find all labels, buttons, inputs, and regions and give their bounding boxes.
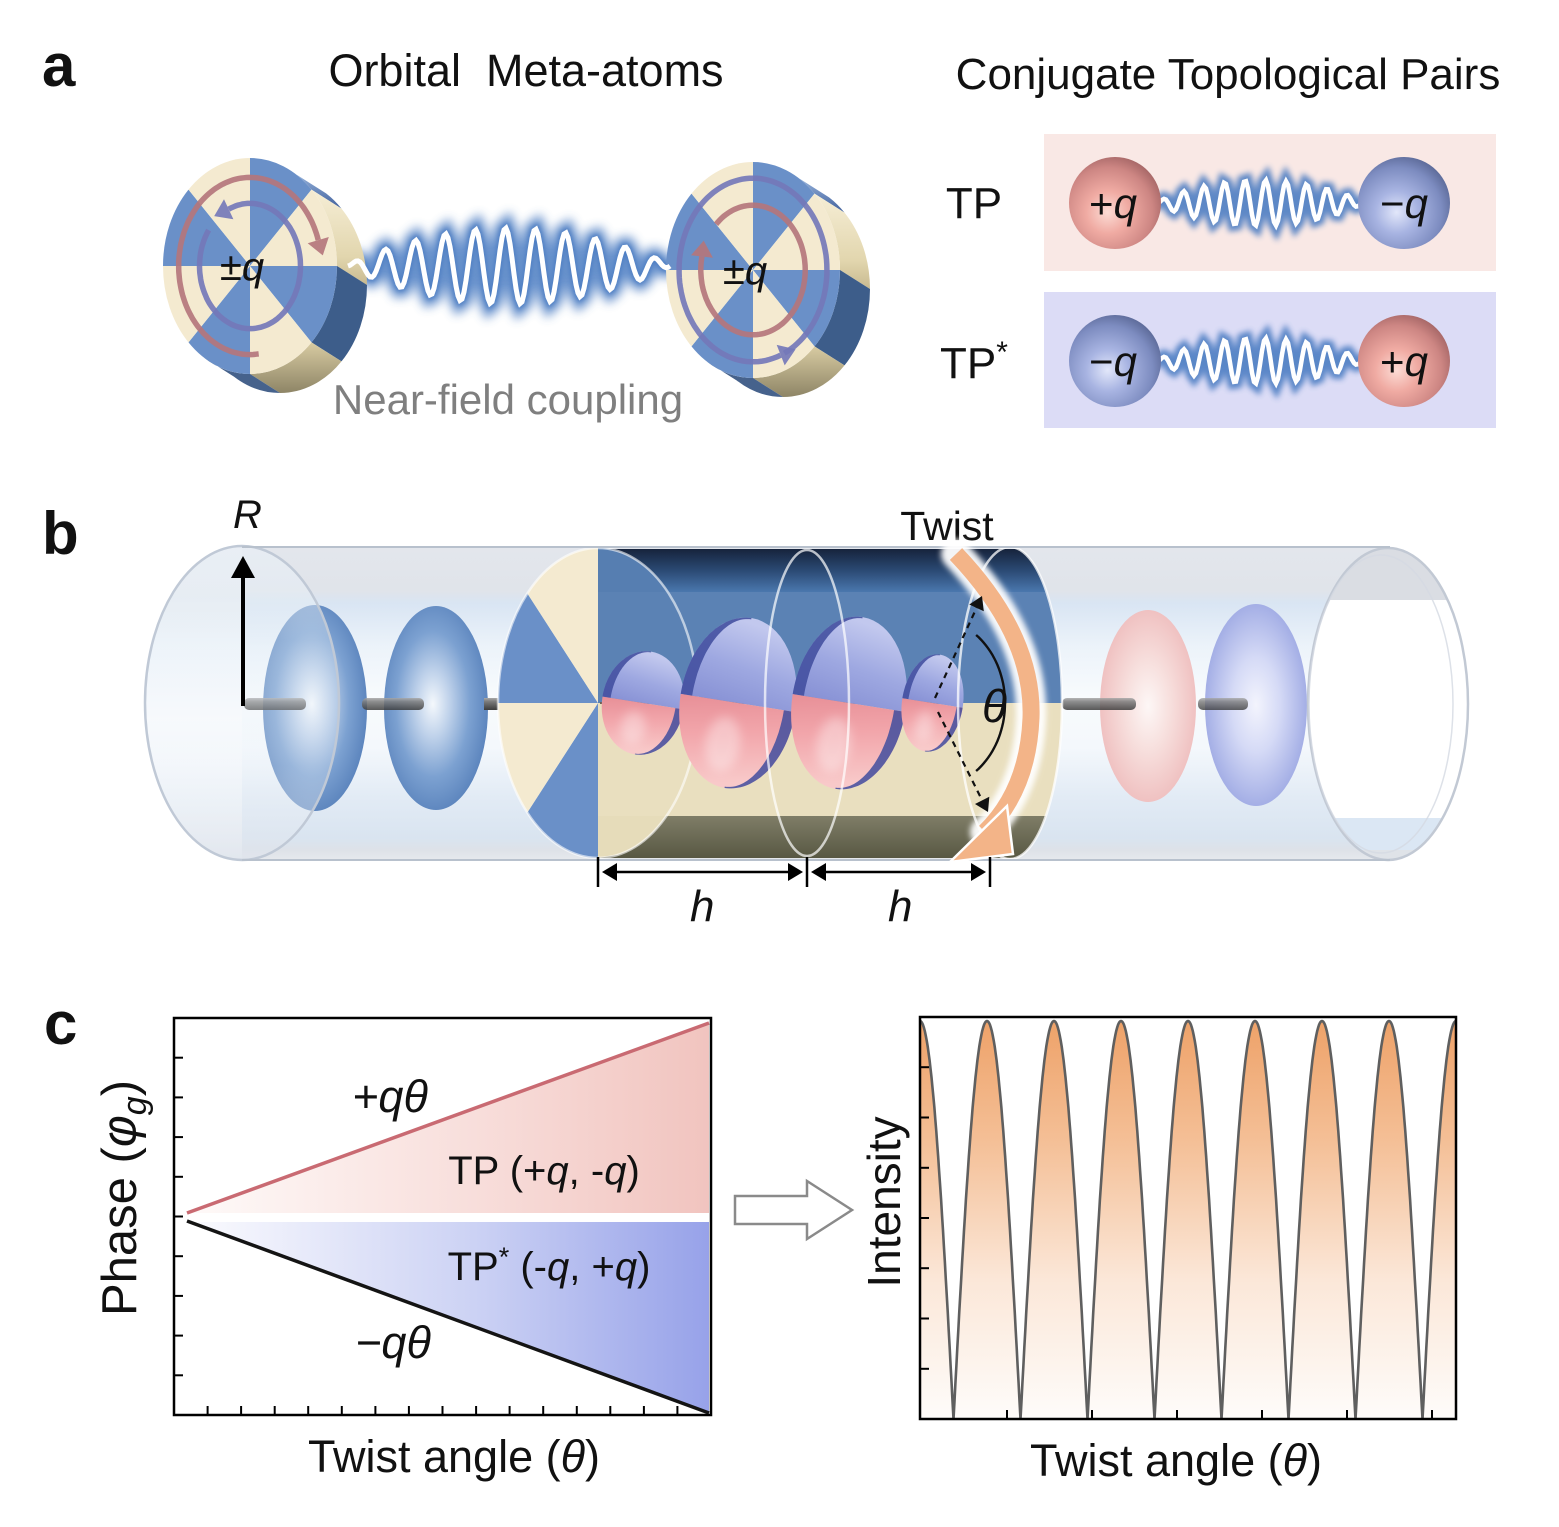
svg-text:Intensity: Intensity (858, 1116, 910, 1287)
svg-text:Twist angle (θ): Twist angle (θ) (1030, 1435, 1322, 1486)
svg-text:Orbital Meta-atoms: Orbital Meta-atoms (328, 45, 723, 96)
svg-text:TP: TP (946, 179, 1002, 228)
svg-text:Conjugate Topological Pairs: Conjugate Topological Pairs (956, 50, 1501, 99)
svg-text:+q: +q (1380, 338, 1429, 385)
svg-text:Near-field coupling: Near-field coupling (333, 376, 683, 423)
svg-text:±q: ±q (723, 249, 767, 293)
svg-text:b: b (42, 500, 79, 567)
svg-text:−q: −q (1089, 338, 1138, 385)
svg-text:θ: θ (982, 680, 1007, 732)
svg-text:R: R (233, 493, 262, 537)
svg-text:a: a (42, 32, 76, 99)
svg-text:−q: −q (1380, 180, 1429, 227)
svg-text:±q: ±q (220, 245, 264, 289)
svg-text:−qθ: −qθ (355, 1317, 431, 1368)
svg-text:TP* (-q, +q): TP* (-q, +q) (448, 1242, 651, 1289)
svg-text:Phase (φg): Phase (φg) (93, 1080, 154, 1316)
svg-text:+q: +q (1089, 180, 1138, 227)
svg-text:Twist: Twist (900, 503, 994, 549)
svg-text:h: h (888, 882, 912, 931)
svg-text:h: h (690, 882, 714, 931)
svg-text:TP (+q, -q): TP (+q, -q) (448, 1149, 640, 1193)
svg-text:c: c (44, 990, 77, 1057)
svg-text:Twist angle (θ): Twist angle (θ) (308, 1431, 600, 1482)
svg-text:+qθ: +qθ (352, 1071, 428, 1122)
